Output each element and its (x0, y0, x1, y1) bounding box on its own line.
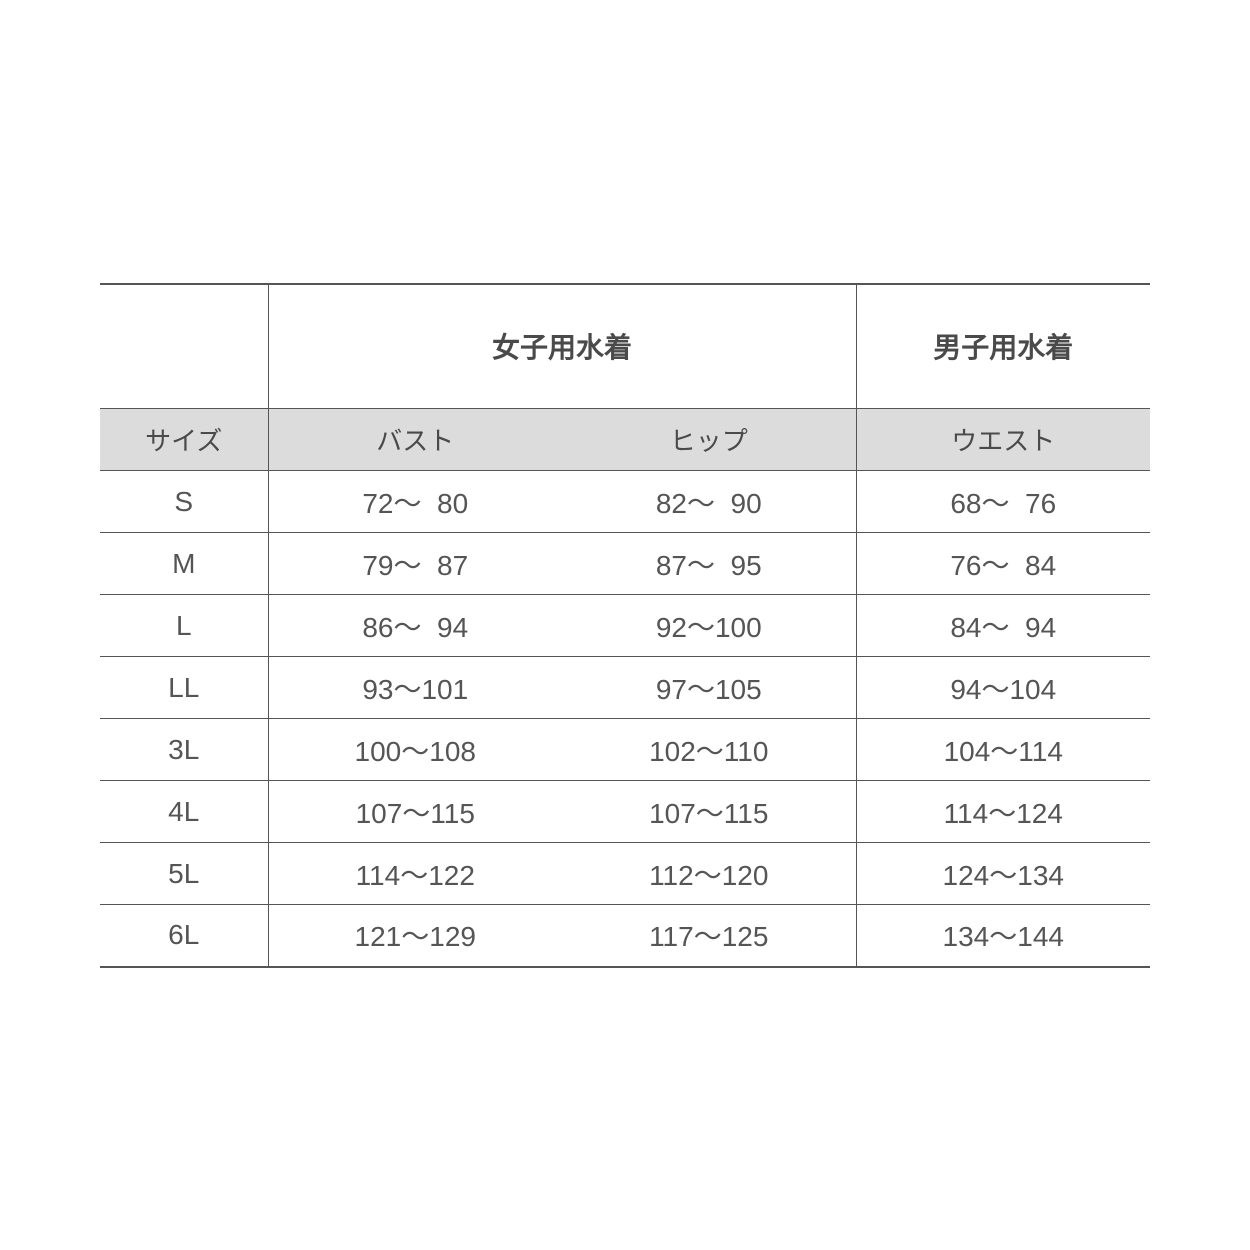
cell-bust: 100～108 (268, 719, 562, 781)
cell-size: 5L (100, 843, 268, 905)
cell-waist: 94～104 (856, 657, 1150, 719)
cell-waist: 68～ 76 (856, 471, 1150, 533)
cell-size: L (100, 595, 268, 657)
cell-waist: 134～144 (856, 905, 1150, 967)
group-header-womens: 女子用水着 (268, 284, 856, 409)
cell-bust: 114～122 (268, 843, 562, 905)
cell-bust: 79～ 87 (268, 533, 562, 595)
group-header-blank (100, 284, 268, 409)
cell-bust: 93～101 (268, 657, 562, 719)
cell-hip: 82～ 90 (562, 471, 856, 533)
cell-hip: 112～120 (562, 843, 856, 905)
cell-hip: 92～100 (562, 595, 856, 657)
table-row: M 79～ 87 87～ 95 76～ 84 (100, 533, 1150, 595)
cell-hip: 97～105 (562, 657, 856, 719)
cell-size: M (100, 533, 268, 595)
cell-bust: 107～115 (268, 781, 562, 843)
cell-bust: 121～129 (268, 905, 562, 967)
size-chart-table: 女子用水着 男子用水着 サイズ バスト ヒップ ウエスト S 72～ 80 82… (100, 283, 1150, 968)
group-header-mens: 男子用水着 (856, 284, 1150, 409)
table-row: LL 93～101 97～105 94～104 (100, 657, 1150, 719)
column-header-size: サイズ (100, 409, 268, 471)
cell-waist: 76～ 84 (856, 533, 1150, 595)
table-row: S 72～ 80 82～ 90 68～ 76 (100, 471, 1150, 533)
table-row: 6L 121～129 117～125 134～144 (100, 905, 1150, 967)
cell-hip: 87～ 95 (562, 533, 856, 595)
cell-size: 4L (100, 781, 268, 843)
cell-size: 6L (100, 905, 268, 967)
size-chart-body: S 72～ 80 82～ 90 68～ 76 M 79～ 87 87～ 95 7… (100, 471, 1150, 967)
cell-size: 3L (100, 719, 268, 781)
table-row: 3L 100～108 102～110 104～114 (100, 719, 1150, 781)
table-row: L 86～ 94 92～100 84～ 94 (100, 595, 1150, 657)
cell-waist: 84～ 94 (856, 595, 1150, 657)
cell-bust: 86～ 94 (268, 595, 562, 657)
column-header-bust: バスト (268, 409, 562, 471)
cell-size: S (100, 471, 268, 533)
size-chart-container: 女子用水着 男子用水着 サイズ バスト ヒップ ウエスト S 72～ 80 82… (100, 283, 1150, 968)
cell-waist: 114～124 (856, 781, 1150, 843)
cell-waist: 104～114 (856, 719, 1150, 781)
table-row: 4L 107～115 107～115 114～124 (100, 781, 1150, 843)
table-row: 5L 114～122 112～120 124～134 (100, 843, 1150, 905)
cell-size: LL (100, 657, 268, 719)
cell-hip: 102～110 (562, 719, 856, 781)
cell-hip: 107～115 (562, 781, 856, 843)
cell-bust: 72～ 80 (268, 471, 562, 533)
table-group-header-row: 女子用水着 男子用水着 (100, 284, 1150, 409)
table-subheader-row: サイズ バスト ヒップ ウエスト (100, 409, 1150, 471)
column-header-hip: ヒップ (562, 409, 856, 471)
cell-waist: 124～134 (856, 843, 1150, 905)
cell-hip: 117～125 (562, 905, 856, 967)
column-header-waist: ウエスト (856, 409, 1150, 471)
